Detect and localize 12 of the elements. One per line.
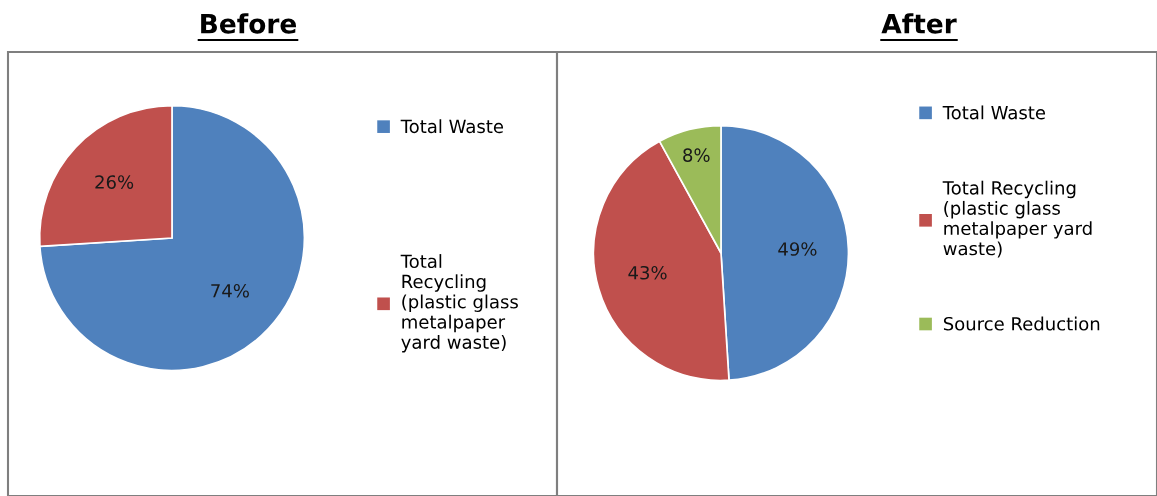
legend-label: Total Waste (942, 105, 1046, 120)
legend-label: Total Recycling (plastic glass metalpaper yard waste) (942, 180, 1092, 258)
legend-label: Total Waste (400, 119, 504, 134)
data-label: 49% (778, 242, 817, 256)
legend-label: Total Recycling (plastic glass metalpaper yard waste) (400, 254, 518, 353)
data-label: 26% (95, 175, 134, 189)
chart-title: After (881, 13, 957, 34)
data-label: 43% (628, 265, 667, 280)
legend-label: Source Reduction (943, 316, 1100, 331)
chart-title: Before (201, 13, 296, 34)
data-label: 74% (211, 283, 249, 298)
data-label: 8% (683, 148, 710, 162)
